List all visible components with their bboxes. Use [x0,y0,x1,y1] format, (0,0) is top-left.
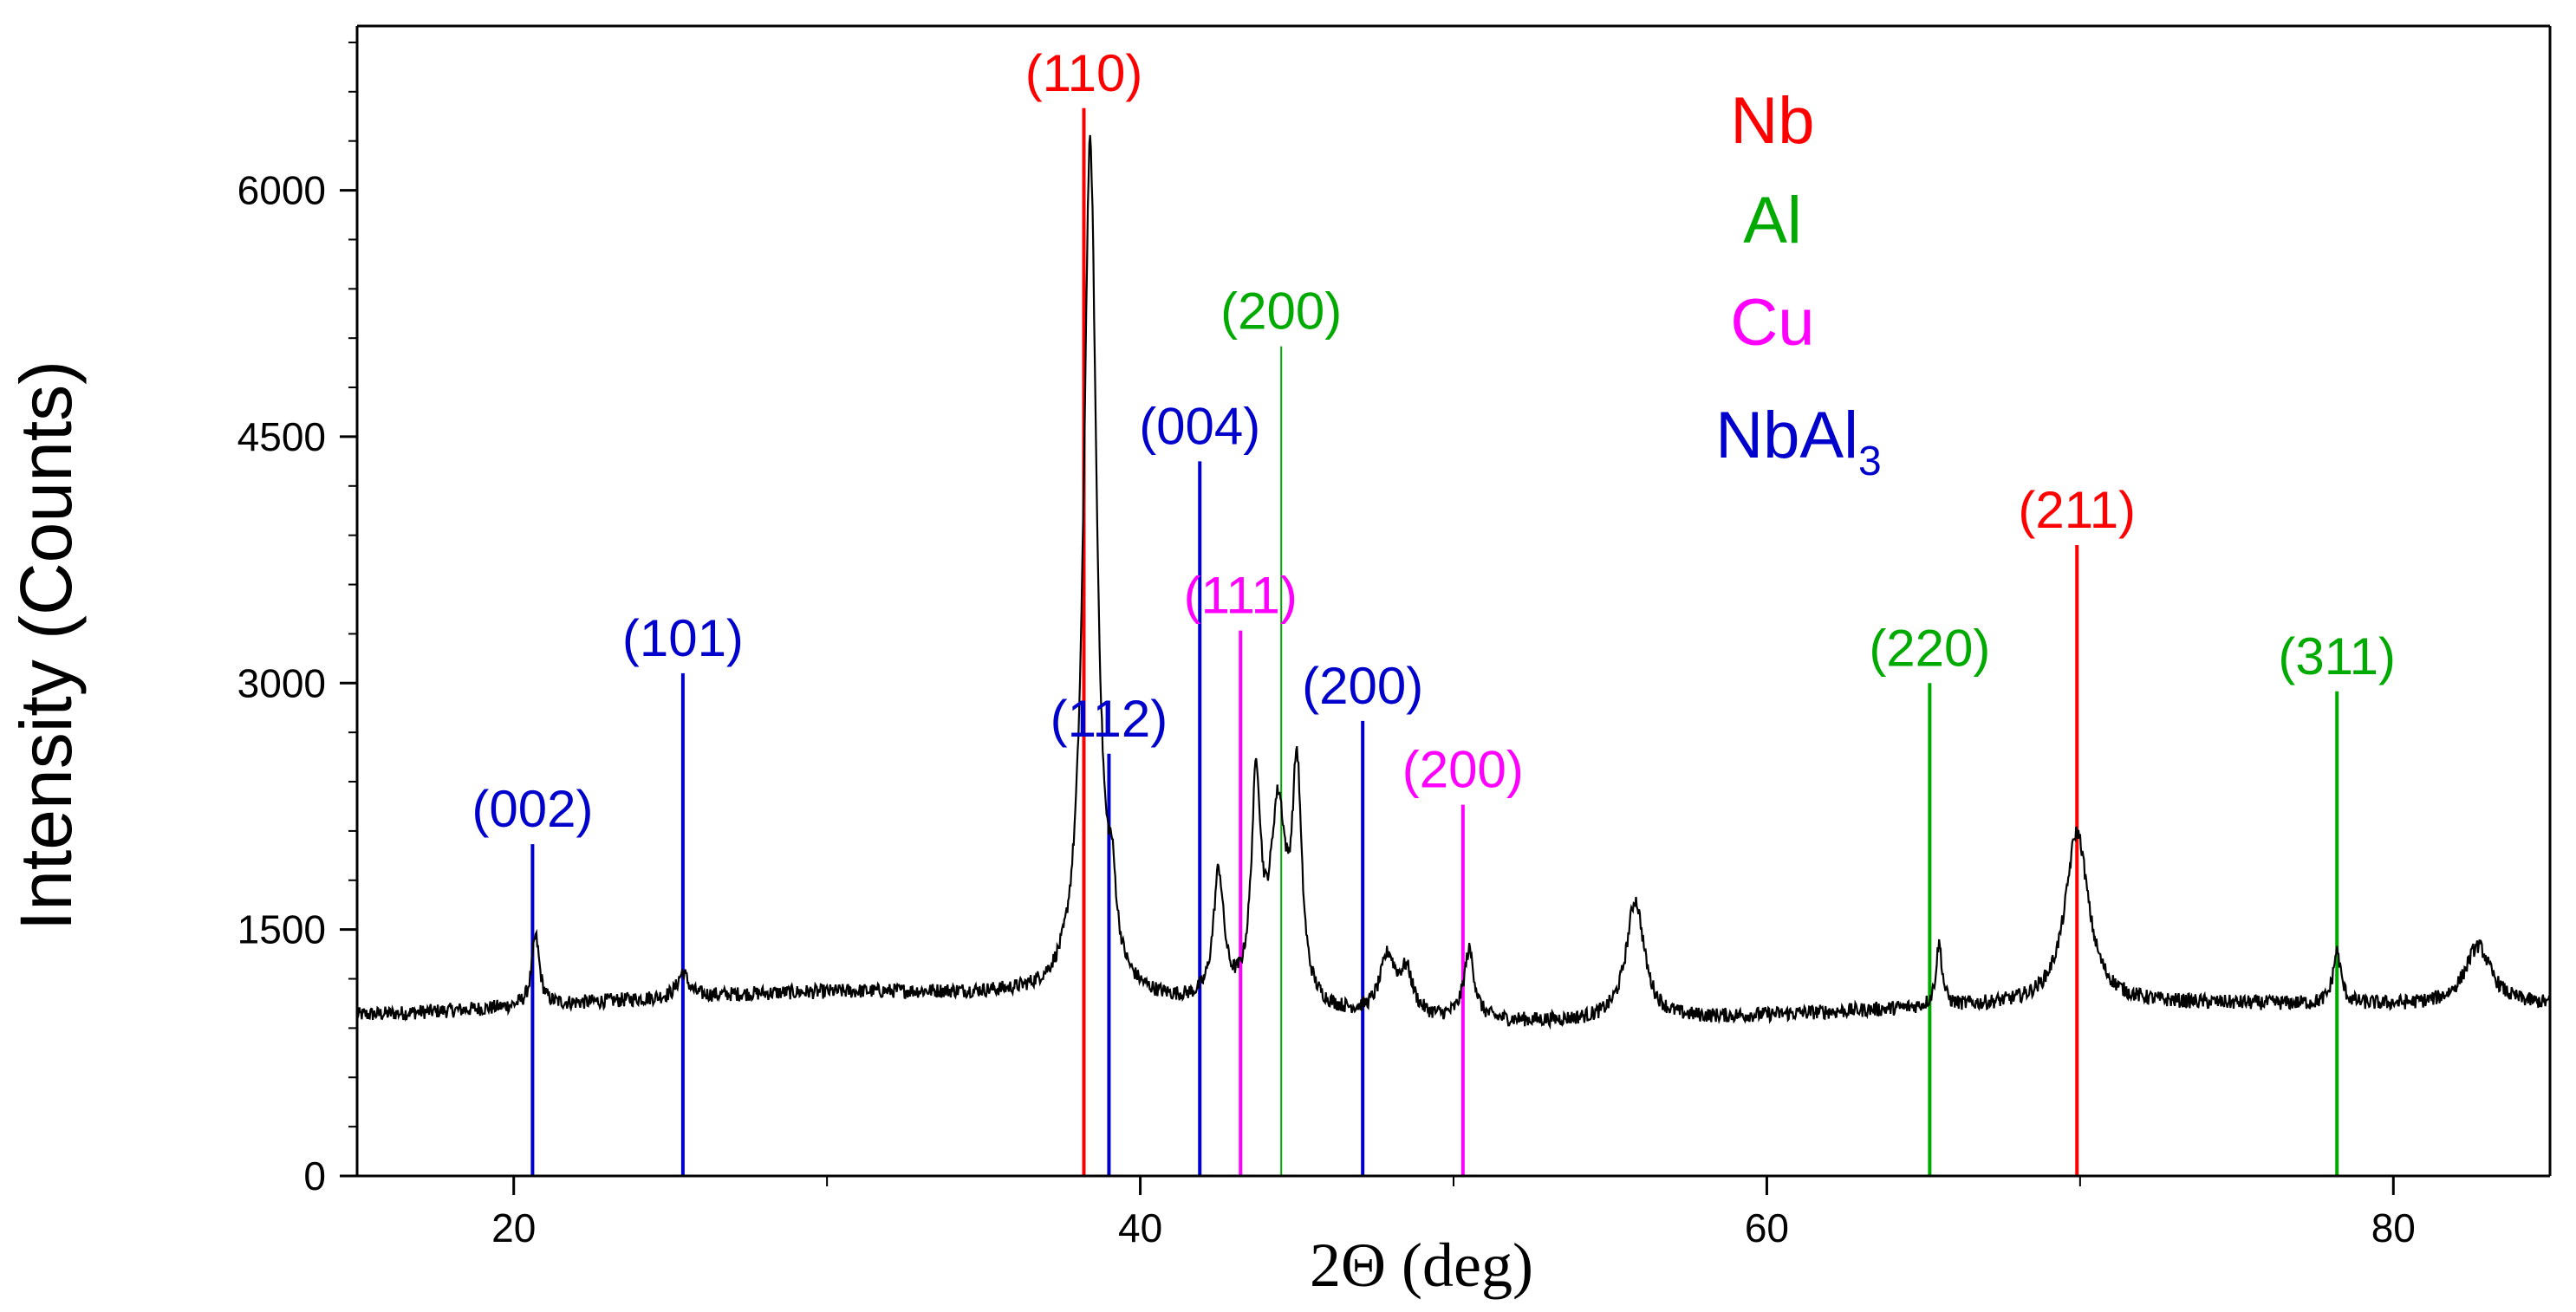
peak-label-nbal3: (101) [622,609,744,667]
legend-subscript: 3 [1858,438,1882,484]
peak-labels: (002)(101)(110)(112)(004)(111)(200)(200)… [472,44,2396,838]
peak-label-al: (200) [1220,283,1342,341]
xrd-pattern-line [355,134,2552,1030]
x-tick-label: 20 [491,1205,536,1250]
y-tick-label: 3000 [237,660,326,705]
legend-entry-nb: Nb [1730,84,1814,158]
x-tick-label: 40 [1118,1205,1162,1250]
reference-lines [530,107,2339,1176]
x-tick-label: 60 [1745,1205,1789,1250]
peak-label-nbal3: (002) [472,780,593,838]
x-axis-label: 2Θ (deg) [1310,1231,1533,1300]
peak-label-al: (311) [2278,627,2396,685]
y-tick-label: 0 [303,1153,326,1198]
peak-label-al: (220) [1869,619,1990,677]
legend-entry-al: Al [1743,184,1802,257]
axes: 0 1500 3000 4500 6000 20 40 60 80 [237,24,2552,1250]
peak-label-nbal3: (200) [1302,657,1423,715]
y-axis-label: Intensity (Counts) [5,360,87,931]
y-tick-label: 1500 [237,907,326,952]
peak-label-cu: (200) [1402,741,1524,799]
peak-label-nb: (110) [1025,44,1143,102]
peak-label-nbal3: (112) [1051,690,1168,748]
y-tick-label: 4500 [237,414,326,459]
legend-entry-cu: Cu [1730,286,1814,360]
legend-entry-nbal3: NbAl3 [1715,399,1881,484]
x-tick-label: 80 [2371,1205,2416,1250]
y-tick-label: 6000 [237,168,326,213]
peak-label-cu: (111) [1184,567,1298,625]
legend: Nb Al Cu NbAl3 [1715,84,1881,484]
peak-label-nbal3: (004) [1139,397,1260,455]
peak-label-nb: (211) [2018,481,2136,539]
